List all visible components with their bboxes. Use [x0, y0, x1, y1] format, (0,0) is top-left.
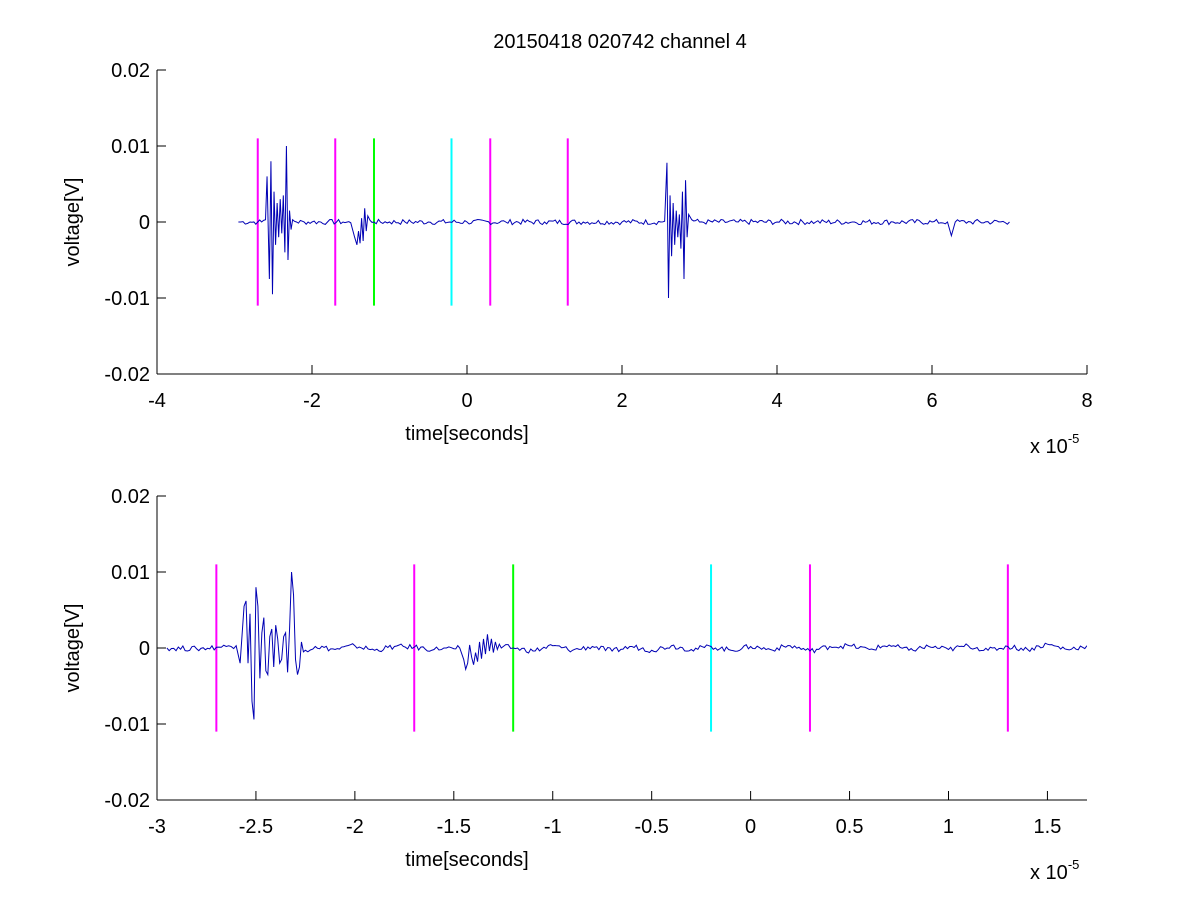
- y-tick-label: -0.02: [104, 790, 150, 812]
- x-tick-label: -2: [346, 816, 364, 838]
- x-tick-label: 0: [461, 390, 472, 412]
- y-tick-label: 0: [139, 638, 150, 660]
- x-tick-label: 6: [926, 390, 937, 412]
- voltage-trace: [166, 571, 1087, 720]
- x-tick-label: -1.5: [437, 816, 471, 838]
- x-axis-label: time[seconds]: [405, 849, 528, 871]
- x-multiplier-label: x 10-5: [1030, 857, 1079, 884]
- figure-title: 20150418 020742 channel 4: [493, 31, 747, 53]
- x-tick-label: -3: [148, 816, 166, 838]
- x-tick-label: -4: [148, 390, 166, 412]
- voltage-trace: [238, 145, 1010, 299]
- y-tick-label: -0.01: [104, 288, 150, 310]
- x-tick-label: 4: [771, 390, 782, 412]
- y-tick-label: 0.02: [111, 60, 150, 82]
- x-tick-label: -0.5: [634, 816, 668, 838]
- x-tick-label: 1: [943, 816, 954, 838]
- x-tick-label: -2.5: [239, 816, 273, 838]
- x-tick-label: 1.5: [1034, 816, 1062, 838]
- y-axis-label: voltage[V]: [62, 178, 84, 267]
- y-tick-label: -0.02: [104, 364, 150, 386]
- top-plot: -0.02 -0.01 0 0.01 0.02 -4 -2 0 2 4 6 8 time[seconds…: [62, 60, 1093, 458]
- x-axis-label: time[seconds]: [405, 423, 528, 445]
- x-tick-label: -1: [544, 816, 562, 838]
- y-tick-label: 0: [139, 212, 150, 234]
- x-tick-label: 8: [1081, 390, 1092, 412]
- y-tick-label: 0.02: [111, 486, 150, 508]
- x-tick-label: 0.5: [836, 816, 864, 838]
- x-tick-label: 0: [745, 816, 756, 838]
- bottom-plot: -0.02 -0.01 0 0.01 0.02 -3 -2.5 -2 -1.5 -1 -0.5 0 0.…: [62, 486, 1087, 884]
- y-tick-label: -0.01: [104, 714, 150, 736]
- x-tick-label: 2: [616, 390, 627, 412]
- x-multiplier-label: x 10-5: [1030, 431, 1079, 458]
- y-tick-label: 0.01: [111, 562, 150, 584]
- y-axis-label: voltage[V]: [62, 604, 84, 693]
- y-tick-label: 0.01: [111, 136, 150, 158]
- x-tick-label: -2: [303, 390, 321, 412]
